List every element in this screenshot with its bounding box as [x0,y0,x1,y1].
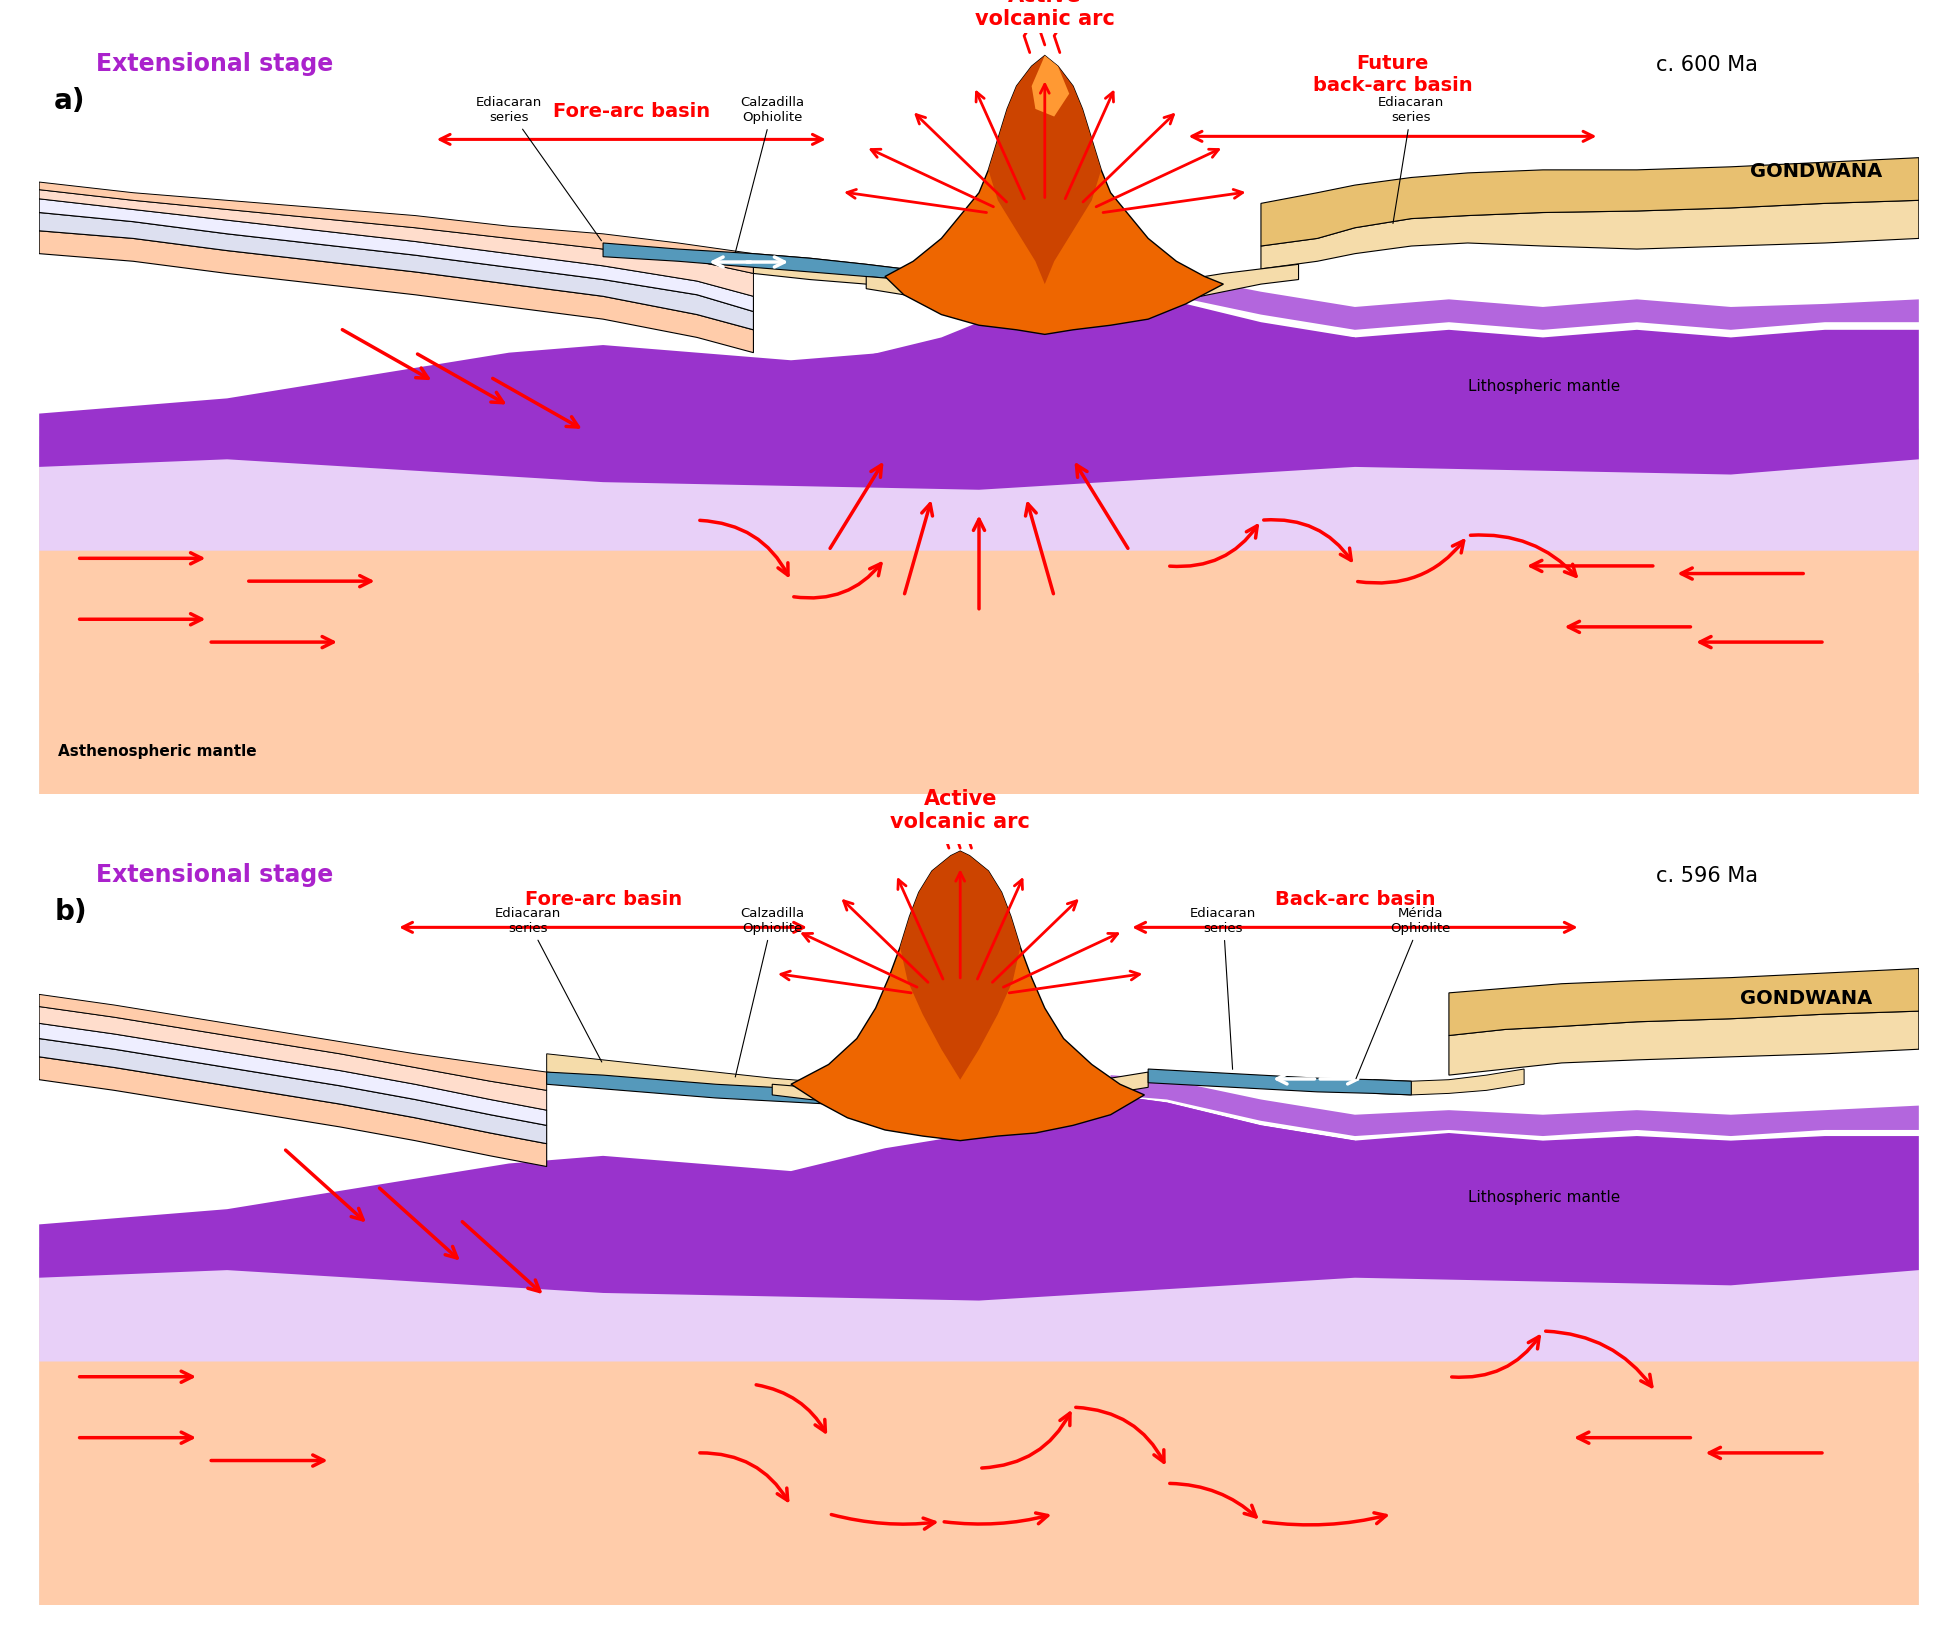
Polygon shape [1448,1011,1918,1075]
Polygon shape [1448,968,1918,1035]
Polygon shape [603,242,904,280]
Polygon shape [39,673,1918,794]
Polygon shape [39,1094,1918,1301]
Polygon shape [39,213,753,329]
Text: Active
volcanic arc: Active volcanic arc [975,0,1114,29]
Text: Active
volcanic arc: Active volcanic arc [890,790,1029,832]
Polygon shape [1260,200,1918,269]
Polygon shape [546,1071,885,1107]
Polygon shape [847,283,1354,421]
Polygon shape [39,994,546,1091]
Text: Mérida
Ophiolite: Mérida Ophiolite [1356,907,1450,1079]
Polygon shape [865,264,1297,329]
Text: b): b) [55,898,86,925]
Polygon shape [39,1484,1918,1605]
Text: Future
back-arc basin: Future back-arc basin [1311,54,1472,95]
Text: Fore-arc basin: Fore-arc basin [524,889,681,909]
Polygon shape [988,56,1100,283]
Text: Ediacaran
series: Ediacaran series [476,97,601,241]
Polygon shape [753,254,1035,300]
Polygon shape [39,1057,546,1166]
Polygon shape [39,182,753,274]
Polygon shape [39,1038,546,1143]
Polygon shape [900,852,1020,1079]
Text: a): a) [55,87,86,115]
Text: Ediacaran
series: Ediacaran series [495,907,601,1061]
Text: Lithospheric mantle: Lithospheric mantle [1468,378,1618,393]
Polygon shape [771,1071,1147,1115]
Polygon shape [39,1240,1918,1361]
Text: c. 600 Ma: c. 600 Ma [1656,54,1757,75]
Polygon shape [1260,157,1918,246]
Polygon shape [546,1053,885,1099]
Polygon shape [885,56,1223,334]
Polygon shape [39,1007,546,1111]
Polygon shape [39,190,753,296]
Text: GONDWANA: GONDWANA [1740,988,1871,1007]
Polygon shape [39,292,1918,490]
Polygon shape [885,1094,1354,1232]
Text: GONDWANA: GONDWANA [1750,162,1881,182]
Polygon shape [39,1269,1918,1605]
Text: Back-arc basin: Back-arc basin [1274,889,1434,909]
Polygon shape [1031,56,1069,116]
Text: Asthenospheric mantle: Asthenospheric mantle [59,744,256,760]
Text: Calzadilla
Ophiolite: Calzadilla Ophiolite [736,97,804,252]
Polygon shape [39,429,1918,550]
Polygon shape [39,198,753,311]
Polygon shape [39,459,1918,794]
Text: Fore-arc basin: Fore-arc basin [552,102,710,121]
Text: Calzadilla
Ophiolite: Calzadilla Ophiolite [736,907,804,1078]
Text: Extensional stage: Extensional stage [96,863,333,886]
Polygon shape [791,852,1143,1140]
Text: Ediacaran
series: Ediacaran series [1378,97,1444,223]
Polygon shape [1110,1075,1918,1137]
Text: c. 596 Ma: c. 596 Ma [1656,865,1757,886]
Polygon shape [39,1024,546,1125]
Polygon shape [1374,1070,1523,1094]
Polygon shape [39,231,753,352]
Polygon shape [1129,269,1918,329]
Polygon shape [1147,1070,1411,1094]
Text: Ediacaran
series: Ediacaran series [1190,907,1256,1070]
Text: Extensional stage: Extensional stage [96,52,333,75]
Text: Lithospheric mantle: Lithospheric mantle [1468,1189,1618,1204]
